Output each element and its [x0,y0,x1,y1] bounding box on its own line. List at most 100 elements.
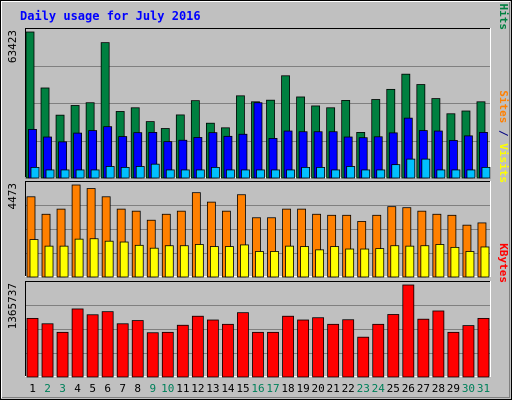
bar-kbytes [237,312,249,378]
bar-kbytes [267,331,279,378]
y-axis-max-label: 4473 [6,183,19,210]
y-axis-max-label: 1365737 [6,283,19,329]
bar-sites [89,238,99,278]
bar-kbytes [312,317,325,378]
bar-sites [300,246,309,278]
legend-text: Sites [497,90,510,123]
x-tick-label: 4 [74,382,81,395]
bar-pages [256,169,265,179]
x-tick-label: 16 [251,382,264,395]
x-tick-label: 11 [176,382,189,395]
x-tick-label: 7 [119,382,126,395]
bar-sites [104,240,114,278]
bar-sites [315,249,325,278]
x-tick-label: 25 [387,382,400,395]
x-tick-label: 13 [206,382,219,395]
x-tick-label: 2 [44,382,51,395]
bar-kbytes [176,324,189,378]
bar-sites [270,251,279,278]
chart-title: Daily usage for July 2016 [20,9,201,23]
bar-pages [135,166,145,179]
x-tick-label: 28 [432,382,445,395]
bar-sites [209,246,219,278]
bar-pages [241,169,250,179]
bar-pages [391,164,401,179]
bar-kbytes [297,319,309,378]
bar-kbytes [222,323,234,378]
bar-sites [390,245,400,278]
bar-kbytes [477,317,490,378]
x-tick-label: 29 [447,382,460,395]
x-tick-label: 18 [281,382,294,395]
bar-kbytes [342,319,355,378]
legend-text: Hits [497,4,510,31]
bar-pages [286,169,295,179]
bar-pages [60,169,70,179]
bar-kbytes [161,331,174,378]
bar-kbytes [56,331,69,378]
bar-sites [435,244,445,278]
x-tick-label: 1 [29,382,36,395]
x-tick-label: 21 [327,382,340,395]
bar-pages [90,169,100,179]
x-tick-label: 6 [104,382,111,395]
bar-kbytes [417,318,430,378]
bar-sites [194,244,204,278]
bar-sites [134,244,144,278]
bar-pages [301,167,310,179]
bar-sites [29,239,39,278]
bar-kbytes [206,319,219,378]
bar-pages [406,158,416,179]
bar-kbytes [146,332,159,378]
bar-sites [44,245,54,278]
bar-sites [480,246,490,278]
bar-pages [466,169,476,179]
bar-pages [346,166,356,179]
x-tick-label: 12 [191,382,204,395]
bar-sites [179,245,189,278]
bar-sites [375,248,385,278]
x-tick-label: 20 [312,382,325,395]
legend-text: / [497,0,510,4]
bar-pages [195,169,205,179]
bar-pages [331,169,341,179]
bar-sites [119,241,129,278]
bar-kbytes [252,331,264,378]
bar-kbytes [282,315,294,378]
x-tick-label: 31 [477,382,490,395]
bar-files [253,102,263,179]
bar-pages [45,169,55,179]
x-tick-label: 14 [221,382,235,395]
bar-sites [59,245,69,278]
panel-kbytes: 1365737 KBytes [6,243,510,378]
bar-kbytes [402,284,415,378]
bar-kbytes [131,320,144,378]
x-tick-label: 30 [462,382,475,395]
bar-pages [180,169,190,179]
bar-kbytes [387,314,400,378]
bar-pages [481,167,491,179]
bar-kbytes [116,323,129,378]
bar-sites [164,245,174,278]
x-tick-label: 10 [161,382,174,395]
x-tick-label: 5 [89,382,96,395]
bar-sites [240,244,249,278]
bar-pages [436,169,446,179]
x-tick-label: 27 [417,382,430,395]
x-tick-label: 15 [236,382,249,395]
bar-pages [105,166,115,179]
bar-kbytes [71,308,84,378]
bar-pages [165,169,175,179]
bar-kbytes [462,325,475,378]
bar-sites [405,245,415,278]
bar-pages [376,169,386,179]
bar-kbytes [432,310,445,378]
bar-sites [345,248,355,278]
panel-hits-files-pages: 63423 Pages / Files / Hits [6,0,510,179]
x-tick-label: 24 [372,382,386,395]
x-tick-label: 9 [149,382,156,395]
bar-pages [421,158,431,179]
y-axis-max-label: 63423 [6,30,19,63]
bar-sites [420,245,430,278]
bar-pages [271,169,280,179]
